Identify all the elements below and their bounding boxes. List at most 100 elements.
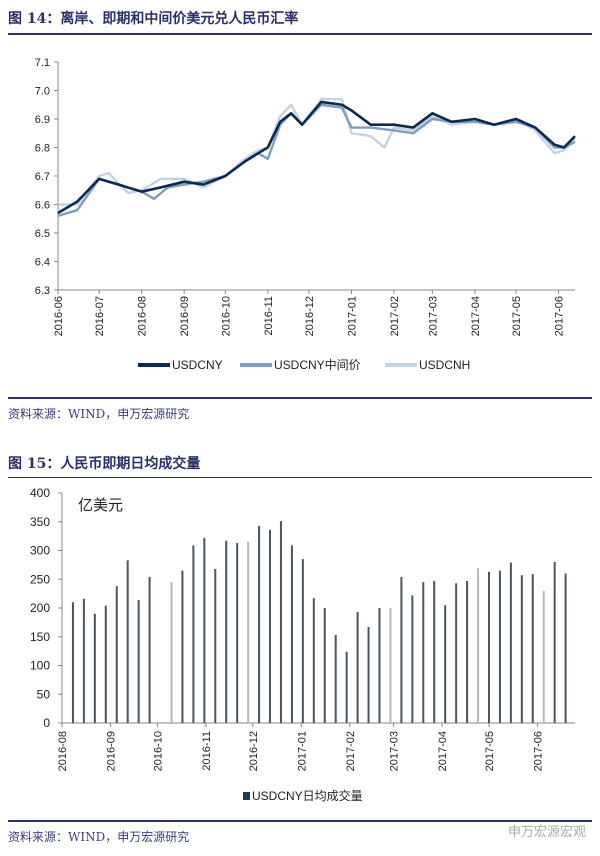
unit-label: 亿美元 (78, 497, 123, 514)
y-tick-label: 50 (37, 687, 51, 701)
bar (214, 568, 217, 723)
title-rule (8, 477, 592, 478)
legend-swatch (243, 792, 250, 800)
x-tick-label: 2017-05 (484, 731, 496, 771)
bar (137, 599, 140, 723)
bar (411, 595, 414, 723)
legend-label: USDCNY (172, 358, 223, 372)
bar (82, 598, 85, 723)
bar (422, 582, 425, 723)
bar (115, 586, 118, 723)
figure15-source: 资料来源：WIND，申万宏源研究 (8, 830, 190, 844)
bar (455, 583, 458, 723)
bar (400, 576, 403, 723)
y-tick-label: 100 (30, 659, 50, 673)
bar (542, 590, 545, 723)
bar (71, 602, 74, 723)
y-tick-label: 6.3 (35, 285, 50, 297)
y-tick-label: 7.0 (35, 86, 50, 98)
y-tick-label: 6.6 (35, 200, 50, 212)
y-tick-label: 6.8 (35, 143, 50, 155)
bar (301, 559, 304, 723)
x-tick-label: 2017-02 (389, 296, 401, 336)
source-rule (8, 397, 592, 399)
bar (444, 605, 447, 723)
x-tick-label: 2017-01 (346, 296, 358, 336)
y-tick-label: 150 (30, 630, 50, 644)
x-tick-label: 2016-11 (201, 731, 213, 771)
bar (378, 608, 381, 723)
y-tick-label: 300 (30, 544, 50, 558)
x-tick-label: 2017-04 (470, 296, 482, 336)
x-tick-label: 2017-02 (345, 731, 357, 771)
bar (531, 574, 534, 723)
legend-label: USDCNH (419, 358, 470, 372)
bar (553, 562, 556, 723)
x-tick-label: 2016-11 (263, 296, 275, 336)
series-line-USDCNY中间价 (57, 103, 576, 218)
bar (466, 580, 469, 723)
y-tick-label: 350 (30, 515, 50, 529)
x-tick-label: 2016-08 (57, 731, 69, 771)
x-tick-label: 2016-12 (304, 296, 316, 336)
bar (334, 635, 337, 723)
x-tick-label: 2016-08 (137, 296, 149, 336)
x-tick-label: 2017-03 (427, 296, 439, 336)
bar (487, 571, 490, 723)
bar (433, 580, 436, 723)
y-tick-label: 0 (43, 716, 50, 730)
bar (104, 605, 107, 723)
figure14-source: 资料来源：WIND，申万宏源研究 (8, 407, 190, 421)
x-tick-label: 2017-06 (532, 731, 544, 771)
bar (389, 608, 392, 723)
series-line-USDCNY (57, 100, 576, 215)
watermark: 申万宏源宏观 (507, 825, 586, 840)
x-tick-label: 2016-09 (105, 731, 117, 771)
title-rule (8, 33, 592, 35)
x-tick-label: 2016-10 (152, 731, 164, 771)
bar (225, 540, 228, 723)
bar (181, 570, 184, 723)
bar (148, 576, 151, 723)
figure15-title: 图 15：人民币即期日均成交量 (8, 456, 201, 472)
y-tick-label: 6.5 (35, 228, 50, 240)
bar (323, 608, 326, 723)
x-tick-label: 2017-06 (554, 296, 566, 336)
x-tick-label: 2016-10 (220, 296, 232, 336)
bar (247, 541, 250, 723)
x-tick-label: 2016-09 (179, 296, 191, 336)
bar (126, 560, 129, 723)
x-tick-label: 2016-12 (248, 731, 260, 771)
bar (498, 570, 501, 723)
bar (367, 626, 370, 723)
bar (170, 582, 173, 723)
y-tick-label: 200 (30, 601, 50, 615)
bar (279, 521, 282, 723)
bar (564, 573, 567, 723)
figure14-title: 图 14：离岸、即期和中间价美元兑人民币汇率 (8, 11, 299, 27)
volume-bar-chart: 0 50 100 150 200 250 300 350 400 亿美元 2016-08 2016-0… (30, 486, 575, 803)
bar (269, 529, 272, 723)
source-rule (8, 820, 592, 822)
bar (345, 651, 348, 723)
bar (509, 562, 512, 723)
x-tick-label: 2017-05 (511, 296, 523, 336)
bar (356, 612, 359, 723)
x-tick-label: 2016-06 (53, 296, 65, 336)
x-tick-label: 2017-01 (296, 731, 308, 771)
bar (290, 545, 293, 723)
y-tick-label: 400 (30, 486, 50, 500)
bar (203, 537, 206, 723)
x-tick-label: 2017-03 (389, 731, 401, 771)
bar (520, 575, 523, 723)
bar (192, 545, 195, 723)
bar (258, 525, 261, 723)
y-tick-label: 250 (30, 572, 50, 586)
bar (93, 613, 96, 723)
y-tick-label: 6.9 (35, 114, 50, 126)
bar (236, 543, 239, 723)
y-tick-label: 7.1 (35, 57, 50, 69)
legend-label: USDCNY中间价 (274, 357, 361, 372)
y-tick-label: 6.7 (35, 171, 50, 183)
